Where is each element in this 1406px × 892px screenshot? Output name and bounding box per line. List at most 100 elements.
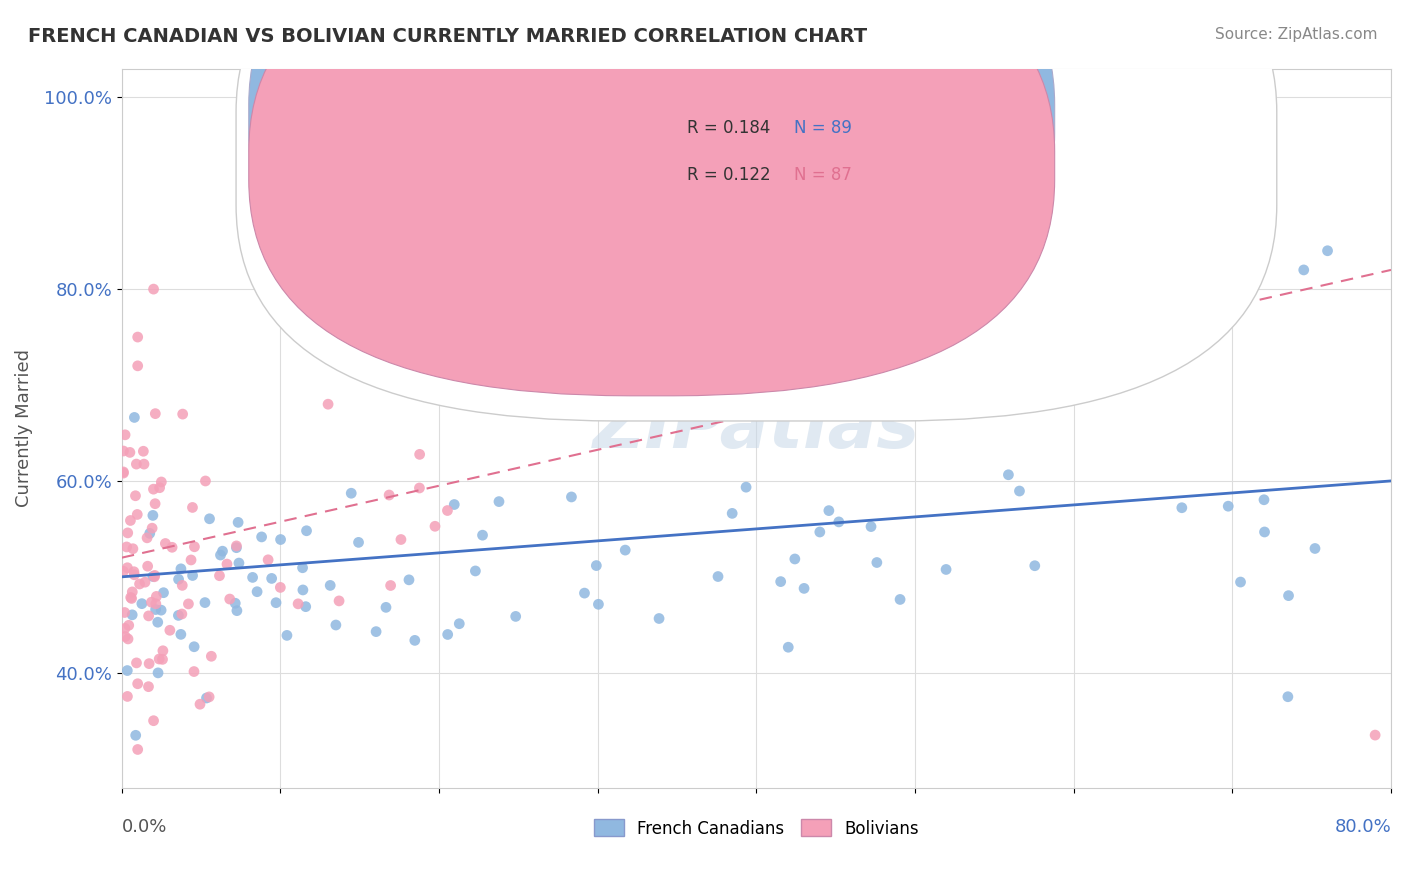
Point xyxy=(131,597,153,611)
Point xyxy=(145,602,167,616)
Point xyxy=(145,597,167,611)
Point xyxy=(160,541,183,555)
Point xyxy=(423,519,446,533)
Point xyxy=(194,474,217,488)
Point xyxy=(648,611,671,625)
Point xyxy=(183,665,205,679)
Point xyxy=(148,652,170,666)
Point xyxy=(124,489,146,503)
Point xyxy=(325,618,347,632)
Point xyxy=(136,559,159,574)
Point xyxy=(138,657,160,671)
Point xyxy=(449,616,471,631)
Point xyxy=(118,618,141,632)
Point xyxy=(150,603,173,617)
Point xyxy=(127,359,149,373)
Point xyxy=(226,516,249,530)
Point xyxy=(143,407,166,421)
Point xyxy=(143,568,166,582)
Text: FRENCH CANADIAN VS BOLIVIAN CURRENTLY MARRIED CORRELATION CHART: FRENCH CANADIAN VS BOLIVIAN CURRENTLY MA… xyxy=(28,27,868,45)
Point xyxy=(269,581,291,595)
Text: 80.0%: 80.0% xyxy=(1334,818,1391,837)
Point xyxy=(408,447,430,461)
Point xyxy=(180,553,202,567)
Point xyxy=(264,596,287,610)
Point xyxy=(124,410,146,425)
Point xyxy=(170,627,193,641)
Point xyxy=(585,558,607,573)
FancyBboxPatch shape xyxy=(249,0,1054,396)
Text: Source: ZipAtlas.com: Source: ZipAtlas.com xyxy=(1215,27,1378,42)
Point xyxy=(132,457,155,471)
Point xyxy=(125,457,148,471)
Point xyxy=(340,486,363,500)
Point xyxy=(121,591,143,606)
Point xyxy=(118,445,141,459)
Point xyxy=(436,627,458,641)
Point xyxy=(127,508,149,522)
Point xyxy=(828,515,851,529)
Point xyxy=(294,599,316,614)
Legend: French Canadians, Bolivians: French Canadians, Bolivians xyxy=(588,813,925,844)
Point xyxy=(208,568,231,582)
Point xyxy=(793,582,815,596)
Point xyxy=(769,574,792,589)
Point xyxy=(112,465,135,479)
Point xyxy=(215,557,238,571)
Point xyxy=(198,512,221,526)
Point xyxy=(155,536,177,550)
Point xyxy=(112,564,135,578)
Point xyxy=(1008,483,1031,498)
Point xyxy=(404,633,426,648)
Point xyxy=(276,628,298,642)
Point xyxy=(319,578,342,592)
Point xyxy=(364,624,387,639)
Point xyxy=(997,467,1019,482)
Point xyxy=(170,607,193,621)
Point xyxy=(181,500,204,515)
Point xyxy=(257,553,280,567)
Text: N = 89: N = 89 xyxy=(794,119,852,136)
Point xyxy=(246,584,269,599)
Point xyxy=(225,604,247,618)
Point xyxy=(270,533,292,547)
Text: R = 0.184: R = 0.184 xyxy=(686,119,770,136)
Point xyxy=(167,608,190,623)
Point xyxy=(194,596,217,610)
Text: 0.0%: 0.0% xyxy=(122,818,167,837)
Point xyxy=(436,503,458,517)
Point xyxy=(443,498,465,512)
Point xyxy=(818,503,841,517)
Point xyxy=(713,215,735,229)
Point xyxy=(260,571,283,585)
Text: ZIPatlas: ZIPatlas xyxy=(593,393,920,463)
Point xyxy=(120,513,142,527)
Point xyxy=(464,564,486,578)
Point xyxy=(146,615,169,630)
Point xyxy=(860,519,883,533)
Point xyxy=(735,480,758,494)
Point xyxy=(149,481,172,495)
Point xyxy=(127,677,149,691)
Text: R = 0.122: R = 0.122 xyxy=(686,166,770,184)
Point xyxy=(225,541,247,555)
Point xyxy=(778,640,800,655)
Point xyxy=(200,649,222,664)
Point xyxy=(295,524,318,538)
Point xyxy=(375,600,398,615)
Point xyxy=(574,586,596,600)
Point xyxy=(783,552,806,566)
Point xyxy=(172,578,194,592)
Point xyxy=(139,526,162,541)
Point xyxy=(398,573,420,587)
Point xyxy=(143,497,166,511)
Point xyxy=(505,609,527,624)
Point xyxy=(172,407,194,421)
Point xyxy=(198,690,221,704)
Point xyxy=(408,481,430,495)
Point xyxy=(225,539,247,553)
Point xyxy=(120,591,142,605)
Point xyxy=(866,556,889,570)
Point xyxy=(146,665,169,680)
Point xyxy=(170,562,193,576)
